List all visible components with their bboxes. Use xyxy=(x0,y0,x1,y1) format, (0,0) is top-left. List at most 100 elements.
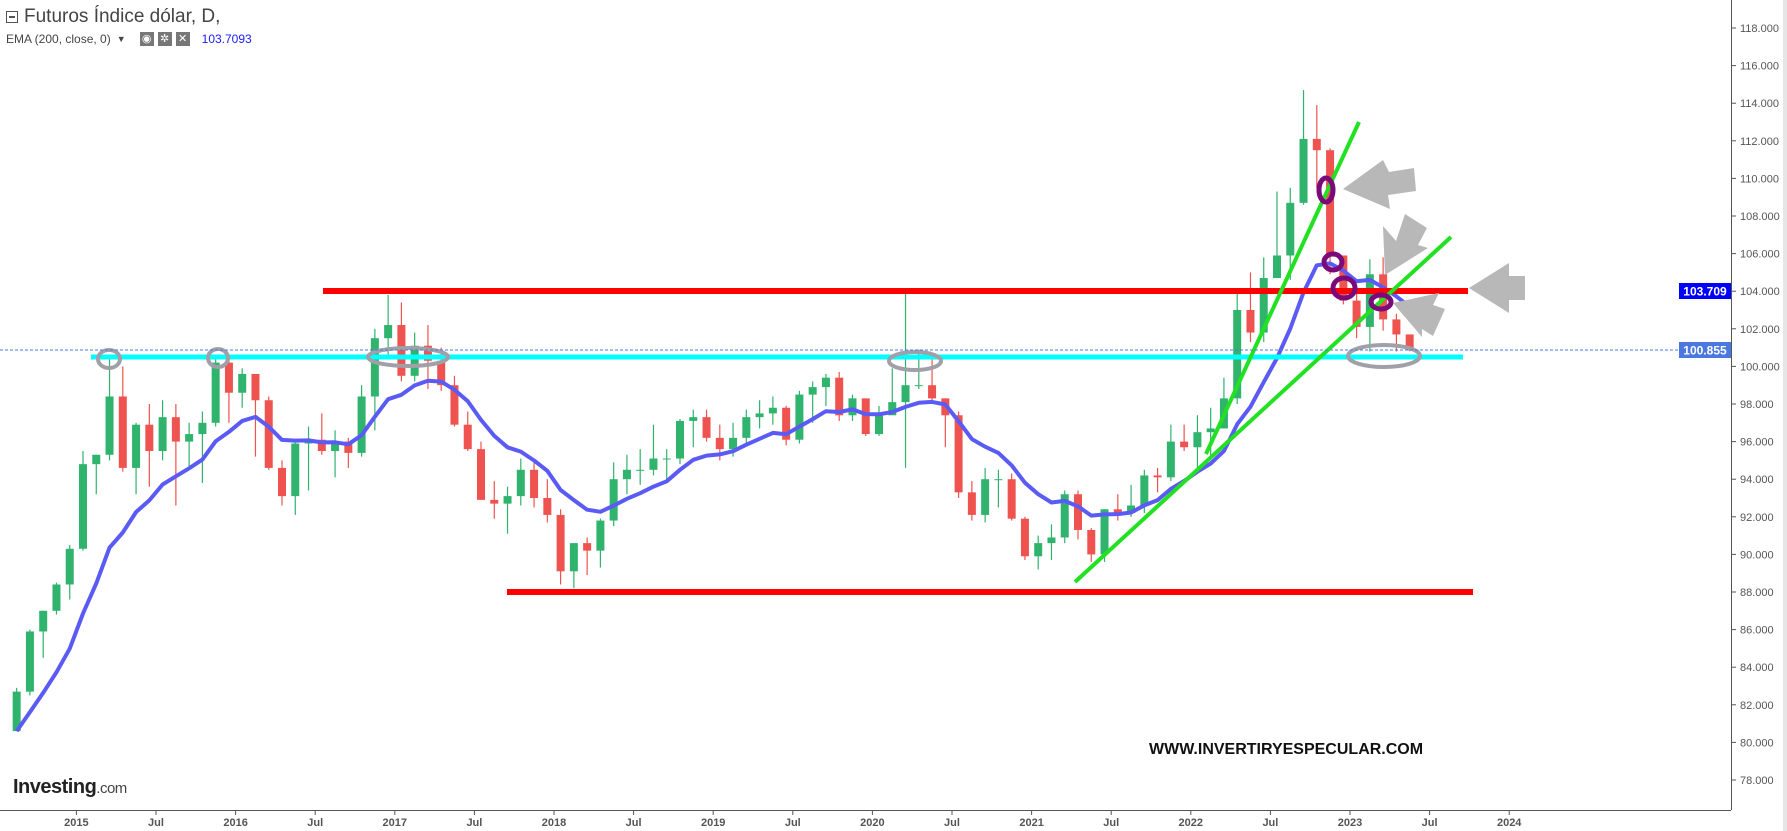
candle-body xyxy=(25,631,34,692)
candle xyxy=(636,449,645,485)
indicator-label[interactable]: EMA (200, close, 0) xyxy=(6,32,111,46)
candle-body xyxy=(636,469,645,471)
candle-body xyxy=(291,443,300,497)
candle xyxy=(1007,473,1016,521)
candle-body xyxy=(1074,494,1082,530)
time-tick-label: 2015 xyxy=(64,817,88,829)
time-tick-label: Jul xyxy=(626,817,642,829)
candle xyxy=(689,409,698,448)
time-tick-label: 2024 xyxy=(1497,817,1522,829)
candle-body xyxy=(1113,509,1122,514)
chart-title: Futuros Índice dólar, D, xyxy=(24,6,221,27)
ema-price-label: 103.709 xyxy=(1683,285,1727,299)
candle xyxy=(888,368,897,416)
candle xyxy=(901,293,910,468)
purple-marker xyxy=(1330,275,1358,301)
candle-body xyxy=(742,417,751,438)
time-tick-label: 2023 xyxy=(1338,817,1362,829)
candle-body xyxy=(1352,300,1361,327)
candle-body xyxy=(331,441,340,451)
candle-body xyxy=(543,498,552,515)
last-price-label: 100.855 xyxy=(1683,344,1727,358)
candle xyxy=(317,413,326,455)
candle xyxy=(65,545,74,600)
candle-body xyxy=(1392,319,1401,335)
candle-body xyxy=(132,424,141,468)
marker-ellipse xyxy=(366,346,450,368)
candle-body xyxy=(928,385,937,399)
candle xyxy=(994,469,1003,508)
candle xyxy=(1034,535,1043,570)
marker-ellipse xyxy=(887,350,943,372)
price-tick-label: 106.000 xyxy=(1740,249,1780,261)
candle xyxy=(662,449,671,483)
candle xyxy=(795,390,804,444)
candle xyxy=(1153,467,1162,493)
candle-body xyxy=(1166,441,1175,478)
price-tick-label: 114.000 xyxy=(1740,98,1779,110)
candle xyxy=(291,441,300,515)
candle xyxy=(198,411,207,483)
candle xyxy=(384,294,393,356)
price-tick-label: 104.000 xyxy=(1740,286,1780,298)
candle-body xyxy=(92,454,101,465)
candle xyxy=(516,458,525,506)
candle-body xyxy=(145,424,154,451)
price-axis[interactable]: 78.000 80.000 82.000 84.000 86.000 88.000 90.0… xyxy=(1731,23,1780,787)
candle xyxy=(1020,516,1029,561)
time-tick-label: 2021 xyxy=(1019,817,1043,829)
time-tick-label: Jul xyxy=(307,817,323,829)
candle xyxy=(1180,424,1189,451)
candle-body xyxy=(1299,138,1308,203)
candle-body xyxy=(622,469,631,480)
marker-ellipse xyxy=(206,347,230,369)
candle xyxy=(1206,407,1215,459)
candle-body xyxy=(503,496,512,504)
candle-body xyxy=(1193,432,1202,448)
eye-icon[interactable]: ◉ xyxy=(139,32,154,46)
caret-down-icon[interactable]: ▼ xyxy=(116,34,126,44)
time-axis[interactable]: 2015 Jul 2016 Jul 2017 Jul 2018 Jul 2019 Jul 2020 J… xyxy=(64,810,1522,829)
candle xyxy=(609,462,618,527)
candle-body xyxy=(861,398,870,435)
candle-body xyxy=(556,514,565,572)
price-tick-label: 80.000 xyxy=(1740,737,1774,749)
candle-body xyxy=(463,424,472,450)
candle xyxy=(490,481,499,519)
investing-logo: Investing.com xyxy=(13,776,127,798)
candle xyxy=(357,385,366,457)
candle xyxy=(79,451,87,551)
candle-body xyxy=(1233,310,1242,399)
candle-body xyxy=(994,479,1003,481)
candle-body xyxy=(370,338,379,397)
price-tick-label: 92.000 xyxy=(1740,512,1774,524)
candle xyxy=(768,396,777,425)
candle-body xyxy=(1246,310,1255,333)
candle-body xyxy=(490,499,499,504)
candle-body xyxy=(583,543,592,551)
candle xyxy=(171,404,180,506)
collapse-icon[interactable] xyxy=(6,11,18,23)
candle-body xyxy=(914,385,923,387)
candle-body xyxy=(954,415,963,493)
candle-body xyxy=(198,422,207,435)
price-tick-label: 90.000 xyxy=(1740,549,1774,561)
candle xyxy=(185,422,194,467)
candle xyxy=(477,441,485,500)
last-price-badge: 100.855 xyxy=(1679,342,1731,358)
gear-icon[interactable]: ✲ xyxy=(157,32,172,46)
close-icon[interactable]: ✕ xyxy=(175,32,190,46)
candle-body xyxy=(79,464,87,549)
candle-body xyxy=(875,415,883,435)
candle-body xyxy=(755,413,764,418)
price-tick-label: 78.000 xyxy=(1740,775,1774,787)
price-tick-label: 88.000 xyxy=(1740,587,1774,599)
candle-body xyxy=(569,543,578,572)
arrow-left-icon xyxy=(1469,263,1525,313)
candle-body xyxy=(1405,334,1414,351)
candle xyxy=(370,328,379,431)
time-tick-label: 2020 xyxy=(860,817,884,829)
candle xyxy=(25,629,34,696)
candle xyxy=(967,481,976,521)
